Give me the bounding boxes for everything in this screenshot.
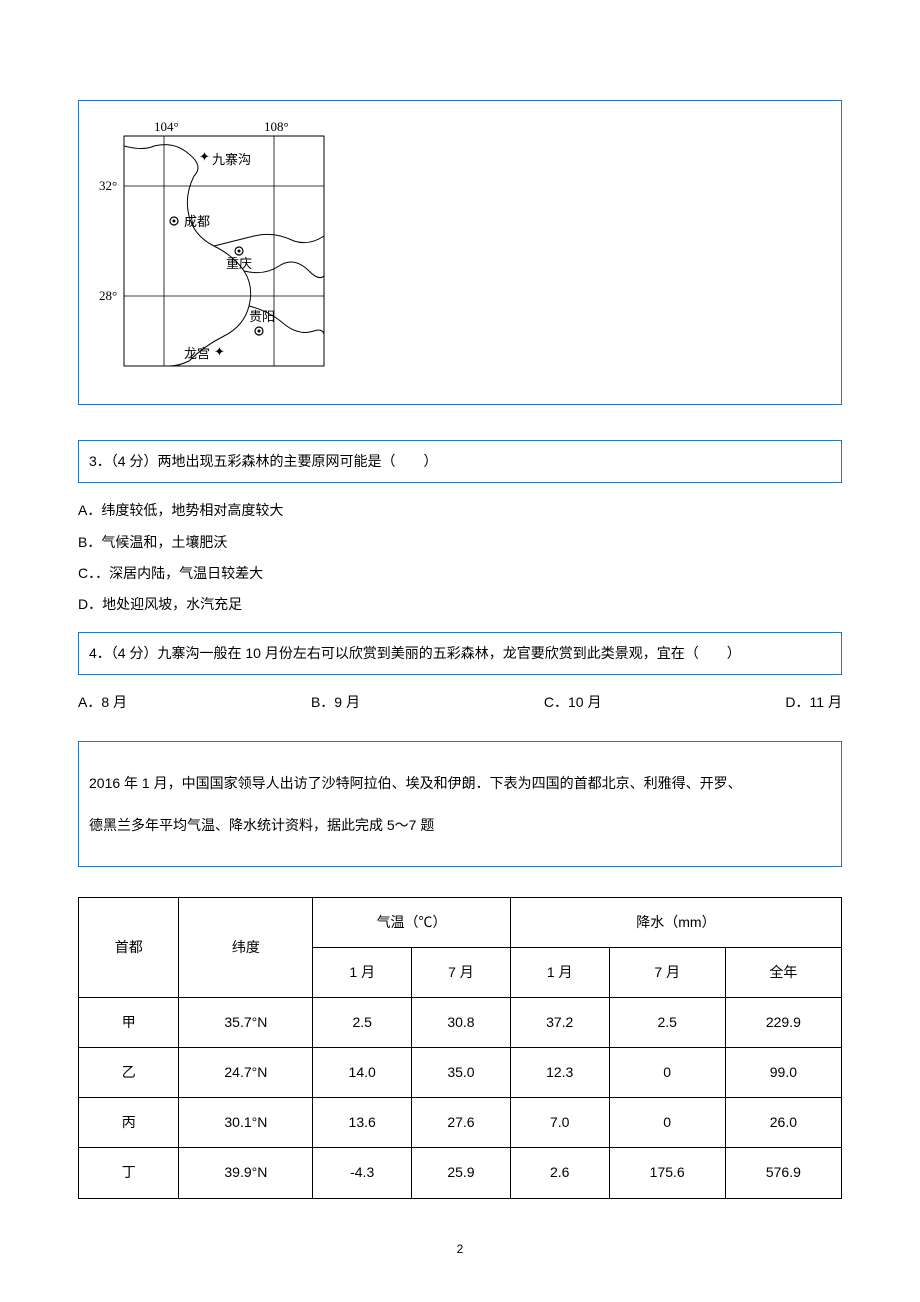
q4-stem: 4．（4 分）九寨沟一般在 10 月份左右可以欣赏到美丽的五彩森林，龙官要欣赏到…	[89, 645, 741, 661]
th-temp-jul: 7 月	[412, 947, 511, 997]
context-box: 2016 年 1 月，中国国家领导人出访了沙特阿拉伯、埃及和伊朗．下表为四国的首…	[78, 741, 842, 867]
q3-box: 3．（4 分）两地出现五彩森林的主要原网可能是（ ）	[78, 440, 842, 483]
q3-options: A．纬度较低，地势相对高度较大 B．气候温和，土壤肥沃 C．．深居内陆，气温日较…	[78, 498, 842, 617]
th-precip-jul: 7 月	[609, 947, 725, 997]
table-row: 丁 39.9°N -4.3 25.9 2.6 175.6 576.9	[79, 1148, 842, 1198]
map-container: 104° 108° 32° 28° ✦ 九寨沟 成都 重庆 贵阳 ✦ 龙宫	[78, 100, 842, 405]
q3-option-a: A．纬度较低，地势相对高度较大	[78, 498, 842, 523]
q4-option-b: B．9 月	[311, 690, 360, 715]
q4-option-d: D．11 月	[785, 690, 842, 715]
lat-bottom-label: 28°	[99, 288, 117, 303]
q4-box: 4．（4 分）九寨沟一般在 10 月份左右可以欣赏到美丽的五彩森林，龙官要欣赏到…	[78, 632, 842, 675]
jiuzhaigou-label: 九寨沟	[212, 152, 251, 167]
q4-option-c: C．10 月	[544, 690, 602, 715]
th-temp-jan: 1 月	[313, 947, 412, 997]
context-line2: 德黑兰多年平均气温、降水统计资料，据此完成 5～7 题	[89, 804, 831, 846]
context-line1: 2016 年 1 月，中国国家领导人出访了沙特阿拉伯、埃及和伊朗．下表为四国的首…	[89, 762, 831, 804]
q3-stem: 3．（4 分）两地出现五彩森林的主要原网可能是（ ）	[89, 453, 437, 469]
longgong-label: 龙宫	[184, 346, 210, 361]
th-temp-group: 气温（℃）	[313, 897, 511, 947]
table-row: 丙 30.1°N 13.6 27.6 7.0 0 26.0	[79, 1098, 842, 1148]
q3-option-b: B．气候温和，土壤肥沃	[78, 530, 842, 555]
q4-option-a: A．8 月	[78, 690, 127, 715]
q4-options: A．8 月 B．9 月 C．10 月 D．11 月	[78, 690, 842, 715]
svg-text:✦: ✦	[199, 149, 210, 164]
table-row: 乙 24.7°N 14.0 35.0 12.3 0 99.0	[79, 1048, 842, 1098]
th-precip-jan: 1 月	[510, 947, 609, 997]
svg-text:✦: ✦	[214, 344, 225, 359]
page-number: 2	[78, 1239, 842, 1261]
th-precip-year: 全年	[725, 947, 841, 997]
table-row: 甲 35.7°N 2.5 30.8 37.2 2.5 229.9	[79, 997, 842, 1047]
chongqing-label: 重庆	[226, 256, 252, 271]
lon-left-label: 104°	[154, 119, 179, 134]
map-svg: 104° 108° 32° 28° ✦ 九寨沟 成都 重庆 贵阳 ✦ 龙宫	[94, 116, 334, 376]
chengdu-label: 成都	[184, 214, 210, 229]
lat-top-label: 32°	[99, 178, 117, 193]
th-capital: 首都	[79, 897, 179, 997]
q3-option-d: D．地处迎风坡，水汽充足	[78, 592, 842, 617]
lon-right-label: 108°	[264, 119, 289, 134]
th-latitude: 纬度	[179, 897, 313, 997]
climate-table: 首都 纬度 气温（℃） 降水（mm） 1 月 7 月 1 月 7 月 全年 甲 …	[78, 897, 842, 1199]
guiyang-label: 贵阳	[249, 309, 275, 324]
q3-option-c: C．．深居内陆，气温日较差大	[78, 561, 842, 586]
th-precip-group: 降水（mm）	[510, 897, 841, 947]
